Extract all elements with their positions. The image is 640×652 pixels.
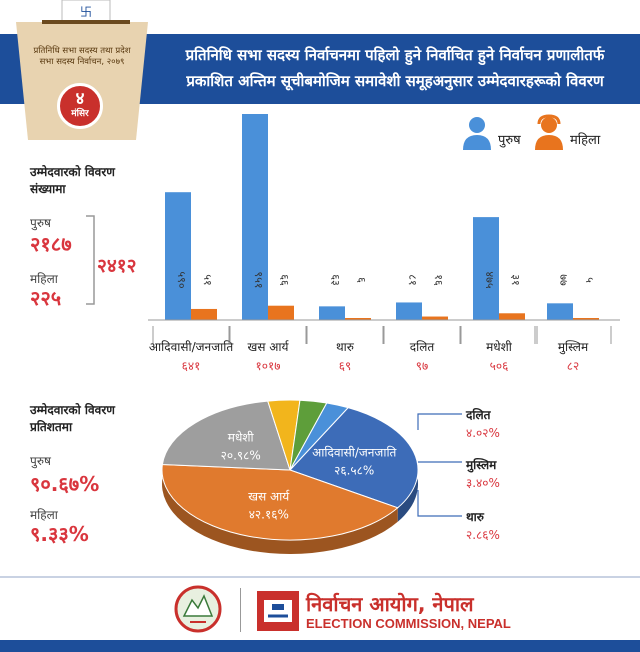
category-label: मधेशी (486, 340, 513, 354)
bar-female-5 (573, 318, 599, 320)
footer-band (0, 640, 640, 652)
pie-inner-value: २०.९८% (221, 449, 261, 463)
category-total: ९७ (416, 359, 428, 373)
title-line-1: प्रतिनिधि सभा सदस्य निर्वाचनमा पहिलो हुन… (185, 46, 605, 64)
female-person-icon (535, 114, 563, 150)
bar-value-label: ४७५ (483, 271, 496, 288)
category-bracket (383, 326, 461, 344)
org-name-nepali: निर्वाचन आयोग, नेपाल (306, 592, 474, 616)
pie-inner-value: २६.५८% (334, 463, 374, 477)
bar-value-label: ५१ (201, 274, 214, 285)
bar-value-label: ६६ (278, 274, 291, 286)
bar-value-label: ५ (583, 277, 596, 283)
footer-divider (0, 576, 640, 578)
category-bracket (306, 326, 384, 344)
category-label: खस आर्य (248, 340, 290, 354)
page-title: प्रतिनिधि सभा सदस्य निर्वाचनमा पहिलो हुन… (160, 42, 630, 94)
org-name-english: ELECTION COMMISSION, NEPAL (306, 616, 511, 631)
bar-value-label: ६३ (329, 274, 342, 285)
date-number: ४ (75, 89, 85, 109)
category-label: मुस्लिम (558, 340, 589, 355)
pie-slice-5 (289, 402, 350, 471)
category-total: ५०६ (490, 359, 509, 373)
bar-female-4 (499, 313, 525, 320)
pie-label-dalit: दलित (466, 408, 491, 422)
bar-female-3 (422, 316, 448, 320)
bar-value-label: ६ (355, 277, 368, 283)
bar-value-label: ३१ (509, 274, 522, 285)
pie-label-tharu: थारु (466, 510, 484, 524)
pie-inner-label: मधेशी (228, 431, 255, 445)
pie-value-dalit: ४.०२% (466, 426, 500, 440)
counts-female-value: २२५ (30, 286, 62, 310)
bar-value-label: ७७ (557, 274, 570, 286)
bar-female-2 (345, 318, 371, 320)
bar-value-label: ९५१ (252, 271, 265, 288)
bar-male-0 (165, 192, 191, 320)
pie-slice-0 (289, 407, 419, 509)
legend-female-label: महिला (570, 133, 601, 148)
bar-male-2 (319, 306, 345, 320)
counts-heading: उम्मेदवारको विवरण संख्यामा (30, 165, 115, 196)
bar-male-4 (473, 217, 499, 320)
counts-female-label: महिला (30, 272, 58, 286)
nepal-emblem-icon (174, 585, 222, 633)
category-label: दलित (410, 340, 436, 354)
bar-female-1 (268, 305, 294, 320)
percent-female-value: ९.३३% (30, 522, 89, 546)
category-label: थारु (336, 340, 355, 354)
counts-male-label: पुरुष (30, 216, 51, 230)
percent-male-label: पुरुष (30, 454, 51, 468)
category-total: ६९ (339, 359, 351, 373)
bar-value-label: ५९० (175, 271, 188, 288)
pie-inner-label: खस आर्य (248, 490, 290, 504)
date-month: मंसिर (71, 109, 89, 119)
bar-male-1 (242, 114, 268, 320)
title-line-2: प्रकाशित अन्तिम सूचीबमोजिम समावेशी समूहअ… (186, 72, 604, 90)
date-badge: ४ मंसिर (57, 83, 103, 129)
bar-male-3 (396, 302, 422, 320)
bar-value-label: १६ (432, 274, 445, 286)
category-bracket (229, 326, 307, 344)
pie-chart: आदिवासी/जनजाति २६.५८% खस आर्य ४२.१६% मधेशी २०… (161, 399, 419, 554)
election-commission-logo-icon (257, 591, 299, 631)
category-total: ८२ (567, 359, 579, 373)
legend-male-label: पुरुष (498, 133, 521, 148)
ballot-caption: प्रतिनिधि सभा सदस्य तथा प्रदेश सभा सदस्य… (33, 46, 131, 67)
bar-female-0 (191, 308, 217, 320)
percent-heading: उम्मेदवारको विवरण प्रतिशतमा (30, 403, 115, 434)
pie-inner-value: ४२.१६% (249, 508, 289, 522)
pie-value-muslim: ३.४०% (466, 476, 500, 490)
category-bracket (460, 326, 538, 344)
pie-label-muslim: मुस्लिम (466, 458, 497, 472)
category-label: आदिवासी/जनजाति (149, 340, 234, 354)
bar-value-label: ८१ (406, 274, 419, 285)
pie-slice-2 (161, 400, 291, 471)
category-total: ६४१ (182, 359, 201, 373)
counts-male-value: २१८७ (30, 232, 72, 256)
category-total: १०१७ (256, 359, 281, 373)
pie-slice-1 (161, 464, 399, 541)
bar-male-5 (547, 303, 573, 320)
pie-inner-label: आदिवासी/जनजाति (312, 445, 397, 459)
svg-text:卐: 卐 (80, 5, 92, 19)
footer-separator (240, 588, 241, 632)
callout-lines (417, 413, 462, 517)
counts-total-value: २४१२ (97, 255, 137, 277)
total-bracket (86, 215, 95, 305)
ballot-box-icon: 卐 (16, 0, 148, 140)
category-bracket (152, 326, 230, 344)
pie-wall-1 (162, 464, 398, 554)
male-person-icon (463, 117, 491, 150)
category-bracket (534, 326, 612, 344)
pie-value-tharu: २.८६% (466, 528, 500, 542)
percent-female-label: महिला (30, 508, 58, 522)
percent-male-value: ९०.६७% (30, 472, 100, 496)
